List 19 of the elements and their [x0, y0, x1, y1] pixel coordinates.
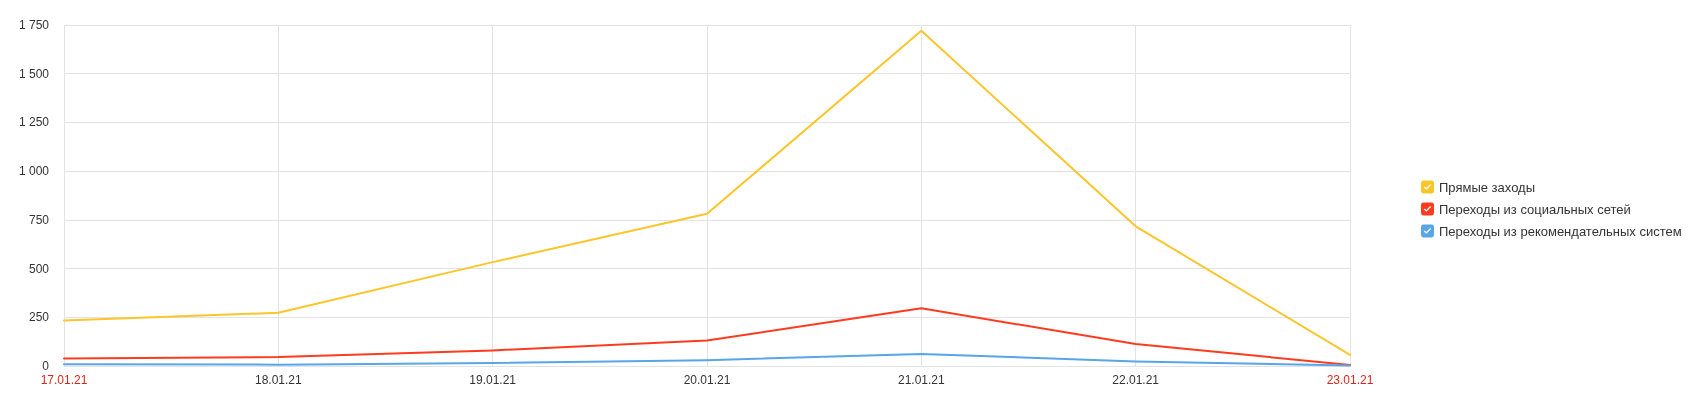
legend-label: Прямые заходы — [1439, 179, 1536, 195]
x-tick-label: 21.01.21 — [897, 373, 946, 387]
y-tick-label: 0 — [42, 359, 50, 373]
legend-label: Переходы из рекомендательных систем — [1439, 223, 1682, 239]
x-tick-label: 20.01.21 — [683, 373, 731, 387]
y-tick-label: 1 500 — [18, 66, 50, 81]
y-tick-label: 1 750 — [18, 18, 50, 32]
legend-label: Переходы из социальных сетей — [1439, 201, 1631, 217]
x-tick-label: 23.01.21 — [1326, 373, 1374, 387]
x-tick-label: 19.01.21 — [469, 373, 517, 387]
y-tick-label: 1 000 — [18, 164, 50, 179]
line-series — [63, 29, 1351, 356]
y-tick-label: 1 250 — [18, 115, 50, 130]
y-tick-label: 250 — [28, 310, 50, 325]
x-tick-label: 17.01.21 — [40, 373, 88, 387]
y-tick-label: 750 — [28, 212, 50, 227]
x-tick-label: 22.01.21 — [1112, 373, 1160, 387]
x-tick-label: 18.01.21 — [254, 373, 303, 387]
y-tick-label: 500 — [28, 261, 50, 276]
